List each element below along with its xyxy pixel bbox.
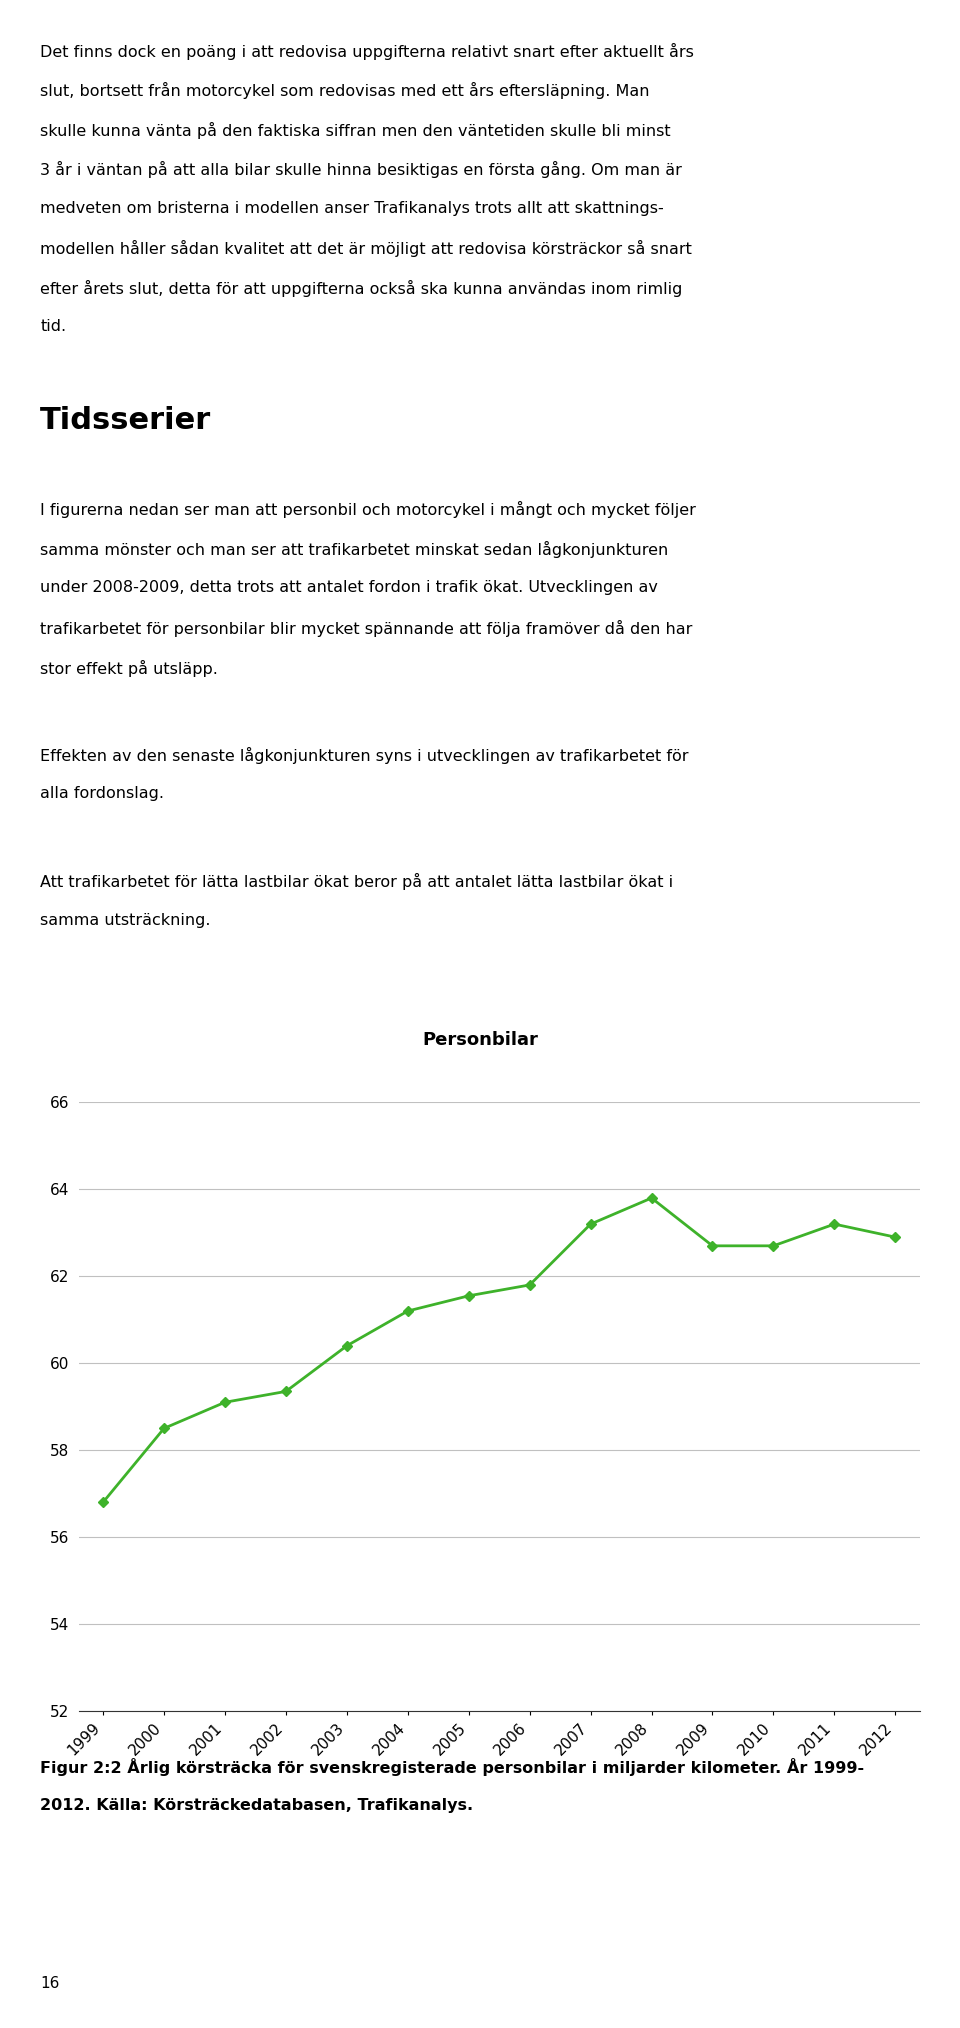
Text: samma utsträckning.: samma utsträckning.	[40, 913, 211, 927]
Text: trafikarbetet för personbilar blir mycket spännande att följa framöver då den ha: trafikarbetet för personbilar blir mycke…	[40, 621, 693, 637]
Text: Personbilar: Personbilar	[422, 1030, 538, 1048]
Text: slut, bortsett från motorcykel som redovisas med ett års eftersläpning. Man: slut, bortsett från motorcykel som redov…	[40, 81, 650, 99]
Text: Att trafikarbetet för lätta lastbilar ökat beror på att antalet lätta lastbilar : Att trafikarbetet för lätta lastbilar ök…	[40, 872, 674, 890]
Text: stor effekt på utsläpp.: stor effekt på utsläpp.	[40, 659, 218, 677]
Text: Effekten av den senaste lågkonjunkturen syns i utvecklingen av trafikarbetet för: Effekten av den senaste lågkonjunkturen …	[40, 746, 689, 763]
Text: 2012. Källa: Körsträckedatabasen, Trafikanalys.: 2012. Källa: Körsträckedatabasen, Trafik…	[40, 1797, 473, 1813]
Text: modellen håller sådan kvalitet att det är möjligt att redovisa körsträckor så sn: modellen håller sådan kvalitet att det ä…	[40, 239, 692, 258]
Text: Tidsserier: Tidsserier	[40, 406, 211, 436]
Text: medveten om bristerna i modellen anser Trafikanalys trots allt att skattnings-: medveten om bristerna i modellen anser T…	[40, 201, 664, 215]
Text: 16: 16	[40, 1977, 60, 1991]
Text: tid.: tid.	[40, 318, 66, 335]
Text: alla fordonslag.: alla fordonslag.	[40, 787, 164, 801]
Text: Figur 2:2 Årlig körsträcka för svenskregisterade personbilar i miljarder kilomet: Figur 2:2 Årlig körsträcka för svenskreg…	[40, 1758, 864, 1777]
Text: under 2008-2009, detta trots att antalet fordon i trafik ökat. Utvecklingen av: under 2008-2009, detta trots att antalet…	[40, 580, 659, 596]
Text: samma mönster och man ser att trafikarbetet minskat sedan lågkonjunkturen: samma mönster och man ser att trafikarbe…	[40, 541, 668, 558]
Text: efter årets slut, detta för att uppgifterna också ska kunna användas inom rimlig: efter årets slut, detta för att uppgifte…	[40, 280, 683, 296]
Text: I figurerna nedan ser man att personbil och motorcykel i mångt och mycket följer: I figurerna nedan ser man att personbil …	[40, 501, 696, 519]
Text: skulle kunna vänta på den faktiska siffran men den väntetiden skulle bli minst: skulle kunna vänta på den faktiska siffr…	[40, 122, 671, 138]
Text: 3 år i väntan på att alla bilar skulle hinna besiktigas en första gång. Om man ä: 3 år i väntan på att alla bilar skulle h…	[40, 160, 683, 178]
Text: Det finns dock en poäng i att redovisa uppgifterna relativt snart efter aktuellt: Det finns dock en poäng i att redovisa u…	[40, 43, 694, 59]
